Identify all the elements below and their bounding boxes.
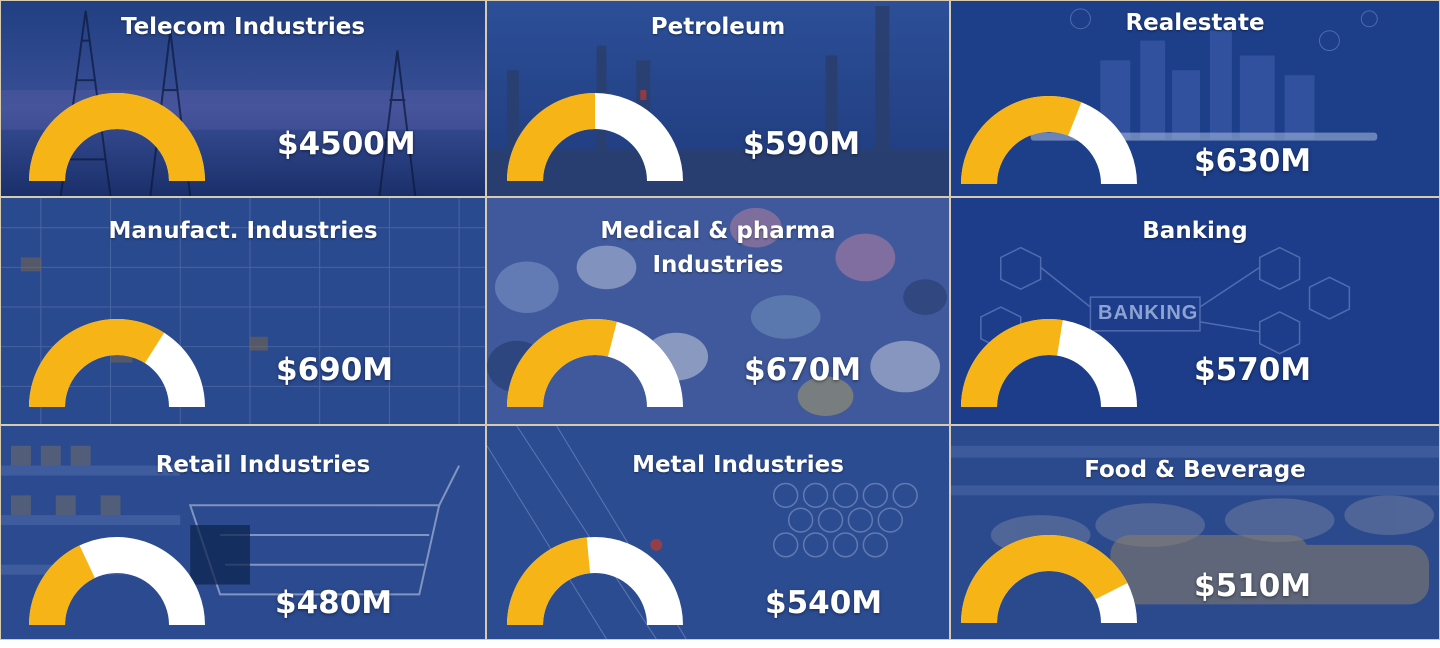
tile-title-petroleum: Petroleum xyxy=(650,14,786,40)
gauge-manufacturing xyxy=(29,319,205,408)
gauge-fill-medical xyxy=(507,319,617,408)
gauge-medical xyxy=(507,319,683,408)
banking-sign-text: BANKING xyxy=(1098,302,1199,324)
value-label-medical: $670M xyxy=(744,352,862,388)
gauge-petroleum xyxy=(507,93,683,182)
retail-background xyxy=(1,426,485,639)
gauge-telecom xyxy=(29,93,205,182)
gauge-fill-food xyxy=(961,535,1128,624)
tile-title-telecom: Telecom Industries xyxy=(120,14,366,40)
medical-background xyxy=(487,198,949,424)
tile-title-realestate: Realestate xyxy=(1125,10,1265,36)
value-label-metal: $540M xyxy=(765,585,883,621)
telecom-background xyxy=(1,1,485,196)
gauge-fill-metal xyxy=(507,537,591,626)
tile-title-metal: Metal Industries xyxy=(632,452,844,478)
food-background xyxy=(951,426,1439,639)
gauge-fill-realestate xyxy=(961,96,1082,185)
value-label-food: $510M xyxy=(1194,568,1312,604)
value-label-banking: $570M xyxy=(1194,352,1312,388)
gauge-fill-petroleum xyxy=(507,93,596,182)
gauge-fill-manufacturing xyxy=(29,319,165,408)
gauge-fill-banking xyxy=(961,319,1063,408)
petroleum-background xyxy=(487,1,949,196)
gauge-retail xyxy=(29,537,205,626)
value-label-telecom: $4500M xyxy=(277,126,416,162)
tile-title-medical: Medical & pharma Industries xyxy=(600,218,836,278)
tile-title-food: Food & Beverage xyxy=(1084,457,1306,483)
tile-food-beverage: Food & Beverage $510M xyxy=(950,425,1440,640)
gauge-realestate xyxy=(961,96,1137,185)
gauge-fill-retail xyxy=(29,545,96,626)
gauge-banking xyxy=(961,319,1137,408)
gauge-metal xyxy=(507,537,683,626)
value-label-retail: $480M xyxy=(275,585,393,621)
banking-background xyxy=(951,198,1439,424)
manufacturing-background xyxy=(1,198,485,424)
metal-background xyxy=(487,426,949,639)
gauge-fill-telecom xyxy=(29,93,205,182)
tile-retail: Retail Industries $480M xyxy=(0,425,486,640)
tile-banking: BANKING Banking $570M xyxy=(950,197,1440,425)
tile-title-manufacturing: Manufact. Industries xyxy=(108,218,378,244)
tile-manufacturing: Manufact. Industries $690M xyxy=(0,197,486,425)
value-label-realestate: $630M xyxy=(1194,143,1312,179)
tile-metal: Metal Industries $540M xyxy=(486,425,950,640)
gauge-food xyxy=(961,535,1137,624)
tile-medical-pharma: Medical & pharma Industries $670M xyxy=(486,197,950,425)
tile-realestate: Realestate $630M xyxy=(950,0,1440,197)
value-label-manufacturing: $690M xyxy=(276,352,394,388)
tile-telecom: Telecom Industries $4500M xyxy=(0,0,486,197)
tile-title-retail: Retail Industries xyxy=(155,452,371,478)
tile-title-banking: Banking xyxy=(1142,218,1248,244)
value-label-petroleum: $590M xyxy=(743,126,861,162)
tile-petroleum: Petroleum $590M xyxy=(486,0,950,197)
